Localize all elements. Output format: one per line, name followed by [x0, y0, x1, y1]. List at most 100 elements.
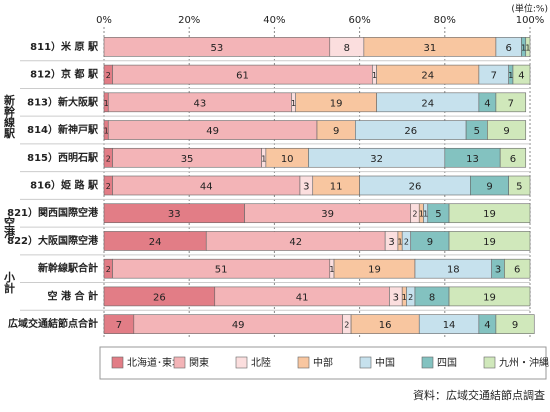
data-label: 1 [104, 99, 109, 108]
data-label: 1 [291, 99, 296, 108]
group-label: 新幹線駅 [3, 93, 17, 139]
legend-swatch [421, 356, 434, 369]
data-label: 19 [483, 209, 496, 220]
unit-note: (単位:%) [511, 3, 548, 15]
data-label: 44 [200, 182, 213, 193]
x-tick-label: 20% [178, 15, 200, 26]
data-label: 4 [484, 320, 490, 331]
category-label: 空 港 合 計 [48, 289, 98, 302]
data-label: 39 [321, 209, 334, 220]
x-tick-label: 100% [516, 15, 545, 26]
data-label: 35 [181, 154, 194, 165]
data-label: 2 [106, 265, 111, 274]
data-label: 8 [344, 43, 350, 54]
category-label: 821）関西国際空港 [7, 206, 99, 219]
data-label: 13 [466, 154, 479, 165]
data-label: 1 [419, 210, 424, 219]
data-label: 9 [333, 126, 339, 137]
data-label: 4 [484, 98, 490, 109]
data-label: 26 [409, 182, 422, 193]
data-label: 24 [421, 71, 434, 82]
data-label: 9 [512, 320, 518, 331]
data-label: 2 [344, 321, 349, 330]
data-label: 1 [372, 71, 377, 80]
data-label: 2 [106, 71, 111, 80]
data-label: 19 [483, 237, 496, 248]
x-tick-label: 40% [263, 15, 285, 26]
data-label: 1 [329, 265, 334, 274]
data-label: 8 [429, 292, 435, 303]
legend-label: 北海道･東北 [127, 356, 182, 369]
legend-label: 北陸 [251, 356, 271, 369]
data-label: 26 [404, 126, 417, 137]
category-label: 814）新神戸駅 [27, 123, 99, 136]
category-label: 816）姫 路 駅 [30, 179, 99, 192]
bar-segment [508, 175, 531, 196]
data-label: 5 [474, 126, 480, 137]
bar-segment [487, 120, 527, 140]
data-label: 1 [508, 71, 513, 80]
data-label: 3 [303, 182, 309, 193]
data-label: 9 [503, 126, 509, 137]
legend-swatch [297, 356, 310, 369]
legend-swatch [359, 356, 372, 369]
data-label: 6 [514, 265, 520, 276]
category-label: 815）西明石駅 [27, 151, 99, 164]
data-label: 1 [521, 43, 526, 52]
data-label: 53 [211, 43, 224, 54]
data-label: 4 [518, 71, 524, 82]
category-label: 822）大阪国際空港 [7, 234, 99, 247]
group-label: 小計 [3, 270, 17, 294]
data-label: 1 [423, 210, 428, 219]
data-label: 42 [289, 237, 302, 248]
data-label: 32 [370, 154, 383, 165]
data-label: 5 [516, 182, 522, 193]
category-label: 813）新大阪駅 [27, 95, 99, 108]
data-label: 19 [368, 265, 381, 276]
bar-segment [495, 314, 535, 334]
data-label: 6 [510, 154, 516, 165]
data-label: 3 [495, 265, 501, 276]
category-label: 新幹線駅合計 [38, 262, 98, 275]
group-label: 空港 [3, 215, 16, 239]
legend-swatch [111, 356, 124, 369]
legend-swatch [173, 356, 186, 369]
data-label: 5 [435, 209, 441, 220]
data-label: 2 [106, 182, 111, 191]
data-label: 14 [443, 320, 456, 331]
data-label: 7 [508, 98, 514, 109]
bar-segment [448, 203, 531, 224]
data-label: 61 [236, 71, 249, 82]
data-label: 2 [408, 293, 413, 302]
category-label: 812）京 都 駅 [30, 68, 99, 81]
data-label: 1 [525, 43, 530, 52]
data-label: 19 [483, 292, 496, 303]
category-label: 811）米 原 駅 [30, 40, 99, 53]
data-label: 51 [215, 265, 228, 276]
bar-segment [495, 92, 527, 113]
data-label: 7 [116, 320, 122, 331]
legend-swatch [483, 356, 496, 369]
data-label: 3 [393, 292, 399, 303]
category-label: 広域交通結節点合計 [8, 317, 98, 330]
x-tick-label: 0% [96, 15, 112, 26]
data-label: 43 [193, 98, 206, 109]
x-tick-label: 60% [348, 15, 370, 26]
data-label: 16 [379, 320, 392, 331]
bar-segment [525, 37, 531, 57]
data-label: 33 [168, 209, 181, 220]
data-label: 1 [398, 237, 403, 246]
data-label: 1 [402, 293, 407, 302]
data-label: 19 [330, 98, 343, 109]
data-label: 49 [232, 320, 245, 331]
bar-segment [504, 258, 531, 279]
data-label: 3 [388, 237, 394, 248]
legend-label: 中国 [375, 356, 395, 369]
legend-label: 中部 [313, 356, 333, 369]
data-label: 11 [330, 182, 343, 193]
data-label: 10 [281, 154, 294, 165]
data-label: 1 [261, 154, 266, 163]
data-label: 49 [206, 126, 219, 137]
legend-label: 九州・沖縄 [499, 356, 549, 369]
bar-segment [448, 286, 531, 307]
